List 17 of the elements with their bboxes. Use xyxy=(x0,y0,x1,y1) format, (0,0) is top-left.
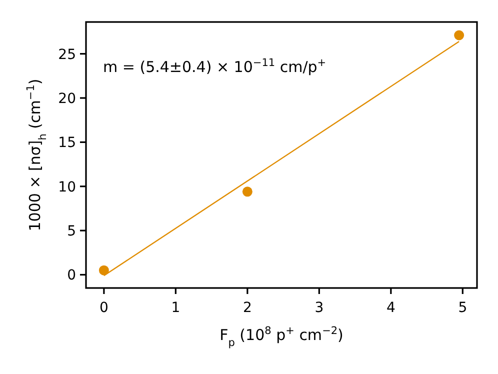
annotation: m = (5.4±0.4) × 10$^{−11}$ cm/p$^{+}$ xyxy=(103,57,326,76)
y-tick-label: 5 xyxy=(67,224,76,240)
text: F$_{p}$ (10$^{8}$ p$^{+}$ cm$^{−2}$) xyxy=(220,325,344,349)
x-tick-label: 5 xyxy=(458,300,468,316)
point xyxy=(454,30,464,40)
x-tick-label: 0 xyxy=(99,300,108,316)
point xyxy=(98,265,109,276)
x-tick-label: 3 xyxy=(314,300,324,316)
y-tick-label: 25 xyxy=(58,46,76,63)
y-tick-label: 10 xyxy=(58,179,76,196)
y-tick-label: 20 xyxy=(58,91,76,107)
point xyxy=(242,186,252,197)
y-tick-label: 15 xyxy=(58,135,76,152)
x-tick-label: 2 xyxy=(242,300,252,316)
x-tick-label: 1 xyxy=(171,300,180,316)
x-tick-label: 4 xyxy=(386,300,396,316)
y-tick-label: 0 xyxy=(67,268,76,284)
